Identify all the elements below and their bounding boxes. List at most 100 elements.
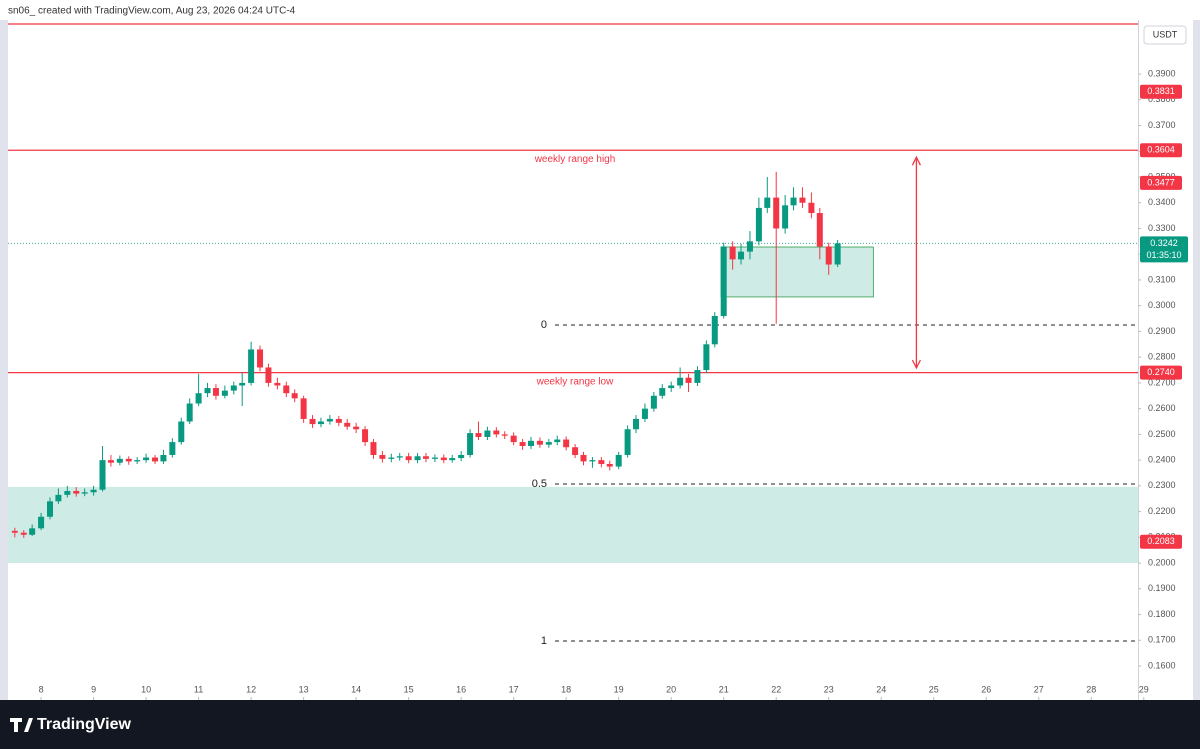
x-tick-label: 23 — [824, 684, 834, 694]
candle-body — [414, 456, 421, 461]
x-tick-label: 22 — [771, 684, 781, 694]
y-tick-label: 0.3700 — [1148, 120, 1176, 130]
candle-body — [379, 454, 386, 459]
candle-body — [257, 349, 264, 368]
x-tick-label: 21 — [719, 684, 729, 694]
y-tick-label: 0.1600 — [1148, 660, 1176, 670]
price-badge — [1140, 143, 1182, 158]
x-tick-label: 28 — [1086, 684, 1096, 694]
candle-body — [519, 442, 526, 446]
candle-body — [248, 349, 255, 383]
candle-body — [808, 202, 815, 214]
candle-body — [475, 433, 482, 437]
candle-body — [624, 429, 631, 455]
candle-body — [440, 457, 447, 461]
candle-body — [116, 458, 123, 463]
candle-body — [64, 491, 71, 495]
candle-body — [422, 456, 429, 459]
candle-body — [711, 315, 718, 345]
left-border — [0, 20, 8, 700]
candle-body — [633, 418, 640, 430]
x-tick-label: 18 — [561, 684, 571, 694]
candle-body — [536, 440, 543, 445]
candle-body — [405, 456, 412, 461]
x-tick-label: 14 — [351, 684, 361, 694]
y-tick-label: 0.2400 — [1148, 454, 1176, 464]
candle-body — [738, 251, 745, 260]
candle-body — [20, 532, 27, 535]
candle-body — [484, 430, 491, 437]
price-badge-label: 0.2083 — [1147, 536, 1175, 546]
candle-body — [703, 344, 710, 371]
candle-body — [370, 442, 377, 455]
candle-body — [510, 435, 517, 443]
x-tick-label: 19 — [614, 684, 624, 694]
candle-body — [160, 454, 167, 462]
candle-body — [641, 408, 648, 419]
candle-body — [344, 422, 351, 427]
candle-body — [326, 418, 333, 422]
candle-body — [212, 388, 219, 396]
candle-body — [816, 213, 823, 247]
logo: TradingView — [10, 716, 132, 733]
candle-body — [685, 377, 692, 383]
candle-body — [694, 370, 701, 383]
x-tick-label: 13 — [299, 684, 309, 694]
candle-body — [335, 418, 342, 423]
candle-body — [99, 460, 106, 490]
fib-label: 0 — [541, 319, 547, 331]
candle-body — [598, 460, 605, 464]
x-tick-label: 25 — [929, 684, 939, 694]
y-tick-label: 0.3900 — [1148, 68, 1176, 78]
candle-body — [178, 421, 185, 443]
candle-body — [527, 440, 534, 446]
candle-body — [554, 439, 561, 443]
candle-body — [81, 492, 88, 494]
candle-body — [353, 426, 360, 430]
x-tick-label: 24 — [876, 684, 886, 694]
candle-body — [300, 398, 307, 419]
y-tick-label: 0.2000 — [1148, 557, 1176, 567]
candle-body — [396, 456, 403, 458]
candle-body — [825, 246, 832, 265]
candle-body — [729, 246, 736, 260]
candle-body — [746, 241, 753, 252]
x-tick-label: 29 — [1139, 684, 1149, 694]
candle-body — [677, 377, 684, 386]
logo-text: TradingView — [37, 716, 132, 733]
y-tick-label: 0.3100 — [1148, 274, 1176, 284]
candle-body — [720, 246, 727, 316]
candle-body — [55, 494, 62, 502]
candle-body — [274, 382, 281, 386]
x-tick-label: 12 — [246, 684, 256, 694]
candle-body — [545, 442, 552, 445]
right-border — [1193, 20, 1200, 700]
price-line-text: weekly range high — [534, 154, 616, 165]
price-badge-label: 0.3831 — [1147, 86, 1175, 96]
y-tick-label: 0.1900 — [1148, 583, 1176, 593]
price-badge-label: 0.2740 — [1147, 367, 1175, 377]
plot: 0.16000.17000.18000.19000.20000.21000.22… — [8, 68, 1188, 700]
currency-label: USDT — [1153, 29, 1178, 39]
candle-body — [143, 457, 150, 461]
x-tick-label: 26 — [981, 684, 991, 694]
candle-body — [606, 463, 613, 467]
candle-body — [11, 530, 18, 533]
current-price-badge — [1140, 236, 1188, 263]
candle-body — [29, 528, 36, 535]
x-tick-label: 10 — [141, 684, 151, 694]
candle-body — [169, 442, 176, 455]
candle-body — [764, 197, 771, 208]
countdown: 01:35:10 — [1146, 250, 1181, 260]
candle-body — [501, 434, 508, 436]
x-tick-label: 17 — [509, 684, 519, 694]
candle-body — [221, 390, 228, 396]
candle-body — [589, 460, 596, 462]
y-tick-label: 0.1700 — [1148, 635, 1176, 645]
y-tick-label: 0.3400 — [1148, 197, 1176, 207]
price-badge — [1140, 84, 1182, 99]
candle-body — [230, 385, 237, 391]
current-price-label: 0.3242 — [1150, 238, 1178, 248]
fib-label: 0.5 — [532, 478, 547, 490]
